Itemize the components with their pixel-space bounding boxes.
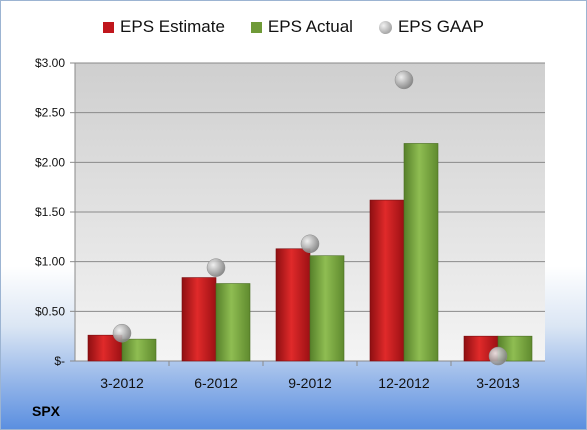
bar-estimate-3 (369, 199, 405, 362)
bar-actual-2 (309, 255, 345, 362)
point-gaap-1 (206, 258, 226, 277)
x-tick-label-0: 3-2012 (100, 375, 144, 391)
legend: EPS Estimate EPS Actual EPS GAAP (1, 17, 586, 37)
y-tick-label-3: $1.50 (35, 205, 65, 219)
legend-item-actual: EPS Actual (250, 17, 353, 37)
point-gaap-4 (488, 346, 508, 366)
y-tick-label-0: $- (54, 354, 65, 368)
x-tick-label-3: 12-2012 (378, 375, 430, 391)
point-gaap-0 (112, 323, 132, 343)
y-tick-label-5: $2.50 (35, 106, 65, 120)
y-tick-label-6: $3.00 (35, 56, 65, 70)
y-tick-label-2: $1.00 (35, 255, 65, 269)
point-gaap-3 (394, 70, 414, 90)
x-tick-label-2: 9-2012 (288, 375, 332, 391)
x-tick-label-1: 6-2012 (194, 375, 238, 391)
legend-label-actual: EPS Actual (267, 17, 353, 36)
legend-item-estimate: EPS Estimate (103, 17, 225, 37)
bar-estimate-2 (275, 248, 311, 362)
bar-actual-0 (121, 338, 157, 362)
ticker-label: SPX (32, 403, 61, 419)
x-tick-label-4: 3-2013 (476, 375, 520, 391)
point-gaap-2 (300, 234, 320, 254)
bar-actual-3 (403, 143, 439, 362)
legend-label-estimate: EPS Estimate (120, 17, 225, 36)
bar-estimate-1 (181, 277, 217, 362)
legend-item-gaap: EPS GAAP (378, 17, 484, 37)
y-tick-label-4: $2.00 (35, 155, 65, 169)
legend-label-gaap: EPS GAAP (397, 17, 484, 36)
legend-swatch-estimate (103, 21, 115, 33)
legend-swatch-actual (250, 21, 262, 33)
bar-actual-1 (215, 283, 251, 362)
y-tick-label-1: $0.50 (35, 304, 65, 318)
legend-dot-gaap (378, 20, 392, 34)
